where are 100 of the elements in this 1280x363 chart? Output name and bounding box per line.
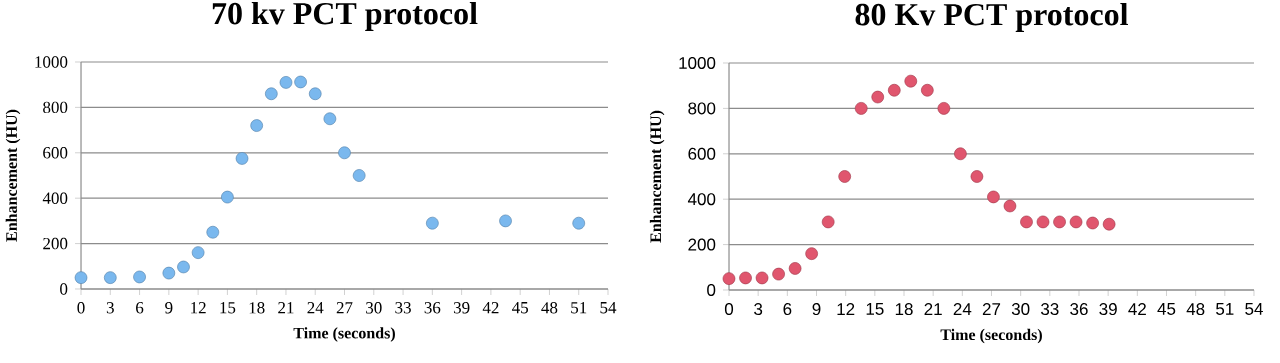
point xyxy=(772,267,785,281)
point xyxy=(970,170,984,183)
x-tick-label: 18 xyxy=(249,302,265,314)
x-tick-label: 36 xyxy=(1070,303,1088,316)
point xyxy=(755,271,769,285)
x-tick-label: 21 xyxy=(924,303,942,315)
point xyxy=(1086,216,1099,230)
point xyxy=(250,119,263,132)
y-tick-label: 400 xyxy=(42,192,68,204)
y-tick-label: 0 xyxy=(60,283,68,295)
point xyxy=(805,247,818,260)
x-tick-label: 45 xyxy=(512,302,529,314)
x-tick-label: 42 xyxy=(1128,303,1146,315)
point xyxy=(74,271,88,284)
y-tick-label: 400 xyxy=(687,193,716,206)
x-tick-label: 24 xyxy=(307,302,324,314)
point xyxy=(1036,215,1050,229)
y-axis-title: Enhancement (HU) xyxy=(5,109,21,242)
point xyxy=(821,215,835,229)
x-tick-label: 48 xyxy=(541,302,558,314)
x-tick-label: 9 xyxy=(165,302,173,314)
point xyxy=(739,271,752,285)
x-tick-label: 3 xyxy=(754,303,763,316)
x-tick-label: 15 xyxy=(220,302,236,314)
point xyxy=(954,147,967,161)
point xyxy=(1102,217,1116,231)
x-tick-label: 6 xyxy=(783,303,792,316)
y-tick-label: 1000 xyxy=(679,56,716,69)
point xyxy=(871,90,885,104)
x-axis-title: Time (seconds) xyxy=(293,327,395,342)
x-tick-label: 33 xyxy=(1041,303,1059,316)
point xyxy=(162,266,176,280)
x-tick-label: 24 xyxy=(953,303,972,315)
y-axis-title: Enhancement (HU) xyxy=(649,110,665,243)
x-tick-label: 45 xyxy=(1157,303,1176,315)
x-tick-label: 30 xyxy=(1011,303,1030,316)
point xyxy=(308,87,322,101)
y-tick-label: 600 xyxy=(43,147,68,159)
x-tick-label: 12 xyxy=(191,302,206,314)
point xyxy=(177,260,190,274)
point xyxy=(104,271,117,284)
point xyxy=(338,146,351,160)
x-tick-label: 48 xyxy=(1186,303,1205,316)
point xyxy=(921,83,934,97)
point xyxy=(838,170,851,183)
x-tick-label: 3 xyxy=(106,302,114,314)
y-tick-label: 200 xyxy=(43,237,68,250)
point xyxy=(294,75,307,89)
point xyxy=(323,112,337,126)
point xyxy=(352,169,366,182)
x-tick-label: 51 xyxy=(571,302,587,314)
x-tick-label: 42 xyxy=(482,302,499,314)
x-tick-label: 51 xyxy=(1216,303,1234,315)
point xyxy=(206,225,220,239)
x-tick-label: 9 xyxy=(812,303,821,316)
point xyxy=(887,83,901,97)
point xyxy=(191,246,205,259)
y-tick-label: 1000 xyxy=(35,56,68,68)
point xyxy=(221,190,234,204)
x-tick-label: 12 xyxy=(837,303,855,315)
x-tick-label: 0 xyxy=(724,303,734,316)
x-tick-label: 39 xyxy=(453,302,470,314)
x-tick-label: 30 xyxy=(366,302,382,314)
point xyxy=(788,262,802,275)
point xyxy=(1069,215,1083,229)
x-tick-label: 39 xyxy=(1099,303,1117,316)
x-tick-label: 54 xyxy=(600,302,617,314)
point xyxy=(265,87,278,101)
point xyxy=(426,216,439,230)
x-tick-label: 6 xyxy=(136,302,144,314)
point xyxy=(854,102,868,115)
x-axis-title: Time (seconds) xyxy=(940,328,1042,344)
point xyxy=(279,76,293,89)
x-tick-label: 27 xyxy=(336,302,353,314)
point xyxy=(235,152,249,165)
point xyxy=(987,190,1000,204)
x-tick-label: 36 xyxy=(424,302,441,314)
point xyxy=(572,216,586,230)
x-tick-label: 15 xyxy=(866,303,884,315)
point xyxy=(133,270,146,284)
point xyxy=(1053,215,1066,229)
y-tick-label: 800 xyxy=(43,101,68,114)
y-tick-label: 0 xyxy=(707,283,716,296)
y-tick-label: 600 xyxy=(688,147,716,160)
point xyxy=(937,102,951,115)
x-tick-label: 18 xyxy=(895,303,913,316)
x-tick-label: 21 xyxy=(278,302,294,314)
y-tick-label: 800 xyxy=(688,102,716,115)
point xyxy=(904,74,918,88)
x-tick-label: 0 xyxy=(77,302,85,314)
x-tick-label: 33 xyxy=(395,302,411,314)
x-tick-label: 54 xyxy=(1245,303,1263,315)
point xyxy=(499,214,512,228)
x-tick-label: 27 xyxy=(982,303,1001,315)
chart-title: 70 kv PCT protocol xyxy=(212,1,478,31)
point xyxy=(1020,215,1033,229)
point xyxy=(1003,199,1017,213)
point xyxy=(722,272,736,285)
chart-title: 80 Kv PCT protocol xyxy=(855,2,1128,32)
y-tick-label: 200 xyxy=(688,238,716,251)
